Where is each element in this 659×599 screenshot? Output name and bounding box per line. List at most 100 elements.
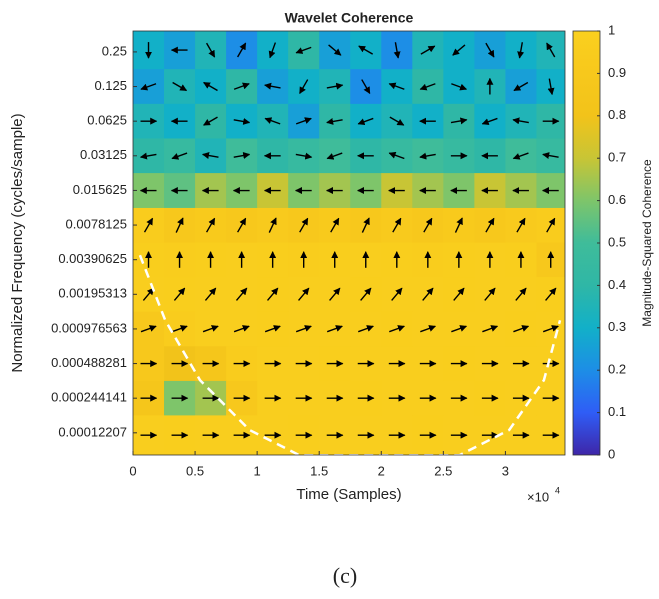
phase-arrow [545, 287, 557, 301]
phase-arrow [295, 152, 313, 160]
colorbar-tick-label: 0.5 [608, 234, 626, 249]
phase-arrow [295, 325, 312, 333]
y-tick-label: 0.000976563 [51, 320, 127, 335]
phase-arrow [392, 217, 402, 233]
phase-arrow [422, 287, 434, 301]
colorbar-tick-label: 0.9 [608, 65, 626, 80]
y-axis-label: Normalized Frequency (cycles/sample) [9, 113, 26, 372]
x-tick-label: 2 [378, 463, 385, 478]
phase-arrow [233, 82, 250, 90]
phase-arrow [171, 152, 188, 160]
x-axis-label: Time (Samples) [296, 486, 401, 503]
phase-arrow [264, 82, 281, 90]
phase-arrow [513, 325, 530, 333]
phase-arrow [299, 79, 309, 95]
phase-arrow [547, 78, 555, 96]
phase-arrow [419, 83, 436, 91]
x-tick-label: 1 [254, 463, 261, 478]
phase-arrow [237, 217, 247, 233]
phase-arrow [361, 79, 371, 95]
colorbar-tick-label: 1 [608, 22, 615, 37]
phase-arrow [266, 287, 279, 301]
phase-arrow [175, 217, 184, 233]
phase-arrow [330, 217, 340, 233]
phase-arrow [453, 287, 465, 301]
phase-arrow [482, 325, 499, 333]
phase-arrow [326, 152, 343, 160]
phase-arrow [388, 82, 405, 90]
phase-arrow [450, 117, 468, 125]
phase-arrow [389, 325, 405, 333]
phase-arrow [204, 287, 217, 301]
phase-arrow [143, 217, 154, 233]
phase-arrow [203, 116, 218, 126]
x-tick-label: 0.5 [186, 463, 204, 478]
phase-arrow [172, 81, 188, 92]
colorbar-tick-label: 0.2 [608, 362, 626, 377]
plot-area [133, 31, 565, 455]
phase-arrow [361, 217, 370, 233]
phase-arrow [233, 152, 251, 159]
phase-arrow [389, 116, 405, 126]
y-tick-label: 0.125 [94, 78, 127, 93]
phase-arrow [171, 325, 188, 333]
phase-arrow [485, 217, 495, 233]
phase-arrow [516, 217, 526, 233]
y-tick-label: 0.03125 [80, 147, 127, 162]
phase-arrow [513, 81, 529, 92]
phase-arrow [393, 42, 401, 59]
colorbar-tick-label: 0.6 [608, 192, 626, 207]
phase-arrow [358, 325, 374, 333]
y-tick-label: 0.000244141 [51, 390, 127, 405]
caption: (c) [333, 563, 357, 588]
phase-arrow [328, 44, 342, 56]
phase-arrow [203, 81, 218, 92]
phase-arrow [233, 118, 251, 125]
y-tick-label: 0.00390625 [58, 251, 127, 266]
x-tick-label: 1.5 [310, 463, 328, 478]
phase-arrow [140, 83, 157, 91]
phase-arrow [299, 217, 309, 233]
x-tick-label: 2.5 [434, 463, 452, 478]
phase-arrow [451, 83, 468, 91]
x-tick-label: 3 [502, 463, 509, 478]
colorbar-tick-label: 0.8 [608, 107, 626, 122]
plot-frame [132, 30, 566, 456]
colorbar-tick-label: 0.1 [608, 404, 626, 419]
phase-arrow [481, 117, 498, 126]
phase-arrow [391, 287, 403, 301]
colorbar [572, 30, 601, 456]
phase-arrow [268, 217, 277, 233]
phase-arrow [517, 42, 525, 59]
phase-arrow [388, 151, 405, 160]
phase-arrow [420, 45, 436, 55]
y-tick-label: 0.0625 [87, 113, 127, 128]
phase-arrow [326, 325, 343, 333]
phase-arrow [264, 325, 281, 333]
phase-arrow [142, 287, 155, 301]
y-tick-label: 0.0078125 [66, 216, 127, 231]
phase-arrow [419, 152, 436, 160]
phase-arrow [202, 325, 219, 333]
phase-arrow [173, 287, 186, 301]
phase-arrow [451, 325, 468, 333]
phase-arrow [202, 152, 219, 159]
phase-arrow [452, 44, 466, 56]
phase-arrow [140, 325, 157, 333]
phase-arrow [484, 287, 496, 301]
colorbar-tick-label: 0 [608, 446, 615, 461]
x-tick-label: 0 [129, 463, 136, 478]
phase-arrow [423, 217, 433, 233]
colorbar-label: Magnitude-Squared Coherence [640, 159, 654, 327]
phase-arrow [205, 217, 216, 233]
phase-arrow [298, 287, 310, 301]
phase-arrow [358, 45, 374, 55]
y-tick-label: 0.015625 [73, 182, 127, 197]
phase-arrow [515, 287, 527, 301]
colorbar-tick-label: 0.3 [608, 319, 626, 334]
phase-arrow [357, 117, 374, 126]
phase-arrow [295, 46, 312, 54]
chart-title: Wavelet Coherence [285, 10, 414, 26]
y-tick-label: 0.25 [102, 43, 127, 58]
phase-arrow [512, 117, 529, 125]
